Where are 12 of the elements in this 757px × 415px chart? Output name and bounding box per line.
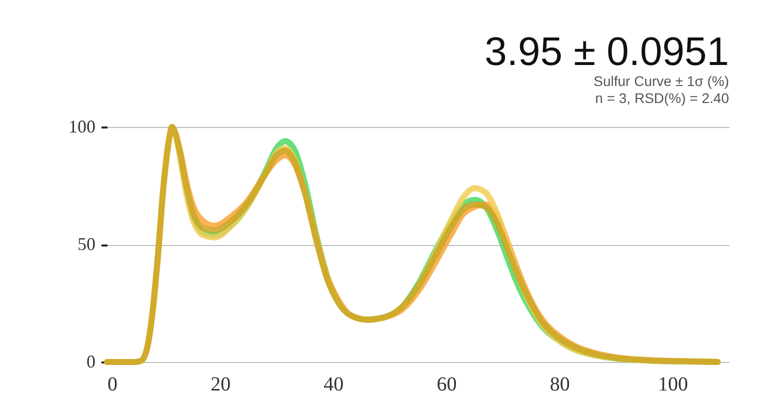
x-tick-label: 80 (550, 374, 570, 396)
y-tick-label: 0 (86, 352, 96, 372)
y-tick-label: 100 (68, 116, 96, 136)
x-tick-label: 60 (436, 374, 457, 396)
text: n = 3, RSD(%) = 2.40 (595, 90, 730, 106)
chart-subtitle: Sulfur Curve ± 1σ (%) (594, 73, 729, 89)
y-tick-label: 50 (78, 234, 96, 254)
x-tick-label: 20 (210, 374, 231, 396)
x-tick-label: 100 (658, 374, 688, 396)
x-tick-label: 0 (108, 374, 118, 396)
chart-title: 3.95 ± 0.0951 (484, 30, 729, 74)
x-tick-label: 40 (324, 374, 344, 396)
